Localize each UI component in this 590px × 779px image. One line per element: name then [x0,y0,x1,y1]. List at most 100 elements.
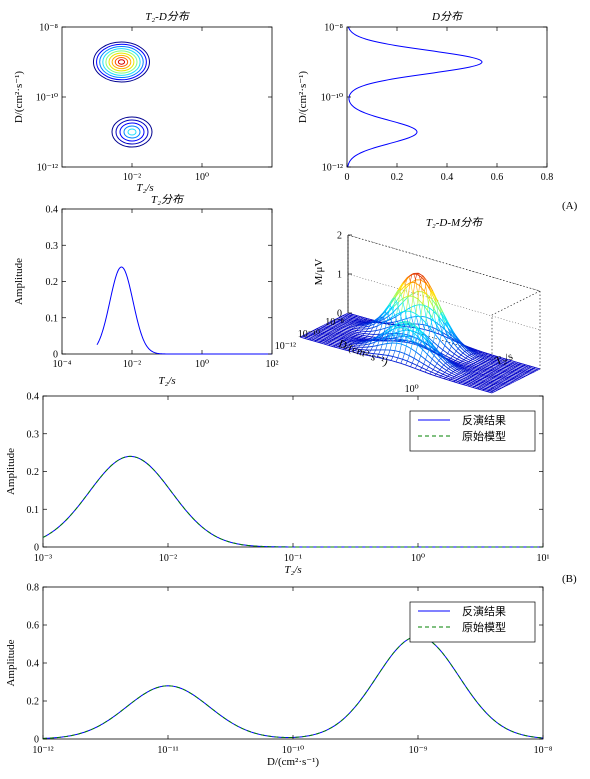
surface-wire [319,337,322,339]
surface-wire [342,315,348,318]
surface-wire [492,361,498,365]
surface-wire [498,380,502,383]
surface-wire [522,368,526,371]
surface-wire [339,319,342,321]
surface-wire [457,372,461,375]
surface-wire [455,365,461,369]
surface-wire [488,375,494,378]
surface-wire [443,378,449,381]
surface-wire [461,380,468,384]
surface-wire [328,336,331,339]
surface-wire [499,365,506,368]
t2-compare-x-tick-label: 10⁻¹ [284,553,302,564]
surface-wire [400,287,407,295]
surface-wire [463,370,469,374]
surface-wire [409,274,413,283]
surface-wire [331,339,334,341]
surface-wire [354,348,357,351]
surface-wire [448,358,451,360]
surface-wire [416,360,420,366]
contour-ring-peak-1 [105,50,138,74]
surface-wire [356,337,362,340]
surface-wire [419,367,423,371]
surface-wire [342,340,345,342]
surface-wire [438,317,444,328]
surface-wire [422,291,425,304]
surface-wire [416,272,419,275]
t2-compare-legend-label: 反演结果 [462,413,506,427]
surface-wire [430,291,437,303]
surface-wire [491,373,497,376]
surface-wire [346,332,352,335]
surface-wire [474,356,477,359]
surface-wire [509,360,512,362]
surface-wire [519,371,525,374]
surface-wire [512,370,515,372]
surface-wire [473,374,476,376]
surface-wire [523,364,526,366]
surface-wire [403,335,409,339]
surface-wire [327,322,333,325]
surface-wire [481,362,485,364]
surface-wire [313,332,317,335]
surface-wire [454,363,460,367]
surface-wire [301,334,304,337]
surface-wire [461,360,468,364]
surface-wire [459,346,466,352]
surface-wire [317,338,321,340]
surface-wire [390,325,393,331]
surface-wire [350,337,356,340]
surface-wire [350,324,353,327]
surface-wire [340,315,343,317]
surface-wire [401,324,407,326]
surface-wire [521,366,527,369]
surface-wire [498,385,504,388]
surface-wire [448,379,454,383]
surface-wire [358,341,362,343]
surface-wire [419,277,422,286]
surface-wire [437,329,440,335]
surface-wire [416,316,419,325]
surface-wire [367,318,373,321]
surface-wire [467,385,473,388]
surface-wire [481,374,487,378]
surface-wire [514,369,520,373]
surface-wire [500,360,503,363]
surface-wire [499,384,506,387]
surface-wire [500,380,506,383]
d-compare-legend-box [409,601,536,643]
surface-wire [406,345,412,349]
surface-wire [525,371,528,373]
surface-wire [483,373,489,377]
surface-wire [502,371,505,373]
surface-wire [470,360,476,364]
surface-wire [440,311,443,314]
surface-wire [335,326,341,329]
surface-wire [484,377,490,380]
surface-wire [387,322,390,325]
surface-wire [527,370,530,372]
surface-wire [432,345,435,348]
surface-wire [376,356,382,359]
surface-wire [336,322,342,325]
surface-wire [363,337,366,339]
surface-wire [380,332,387,337]
surface-wire [517,378,520,381]
surface-wire [332,342,335,344]
surface-wire [352,331,355,334]
surface-wire [466,350,472,355]
surface-wire [411,326,415,337]
surface-wire [503,374,506,377]
surface-wire [433,334,436,342]
surface-wire [446,358,449,361]
surface-wire [381,335,385,338]
figure-label-a: (A) [562,200,578,212]
surface-wire [444,345,450,351]
surface-wire [514,369,517,371]
surface-wire [364,325,370,328]
surface-wire [466,361,469,364]
surface-wire [318,333,321,336]
surface-wire [426,369,432,373]
surface-wire [393,301,399,307]
surface-wire [507,369,513,372]
